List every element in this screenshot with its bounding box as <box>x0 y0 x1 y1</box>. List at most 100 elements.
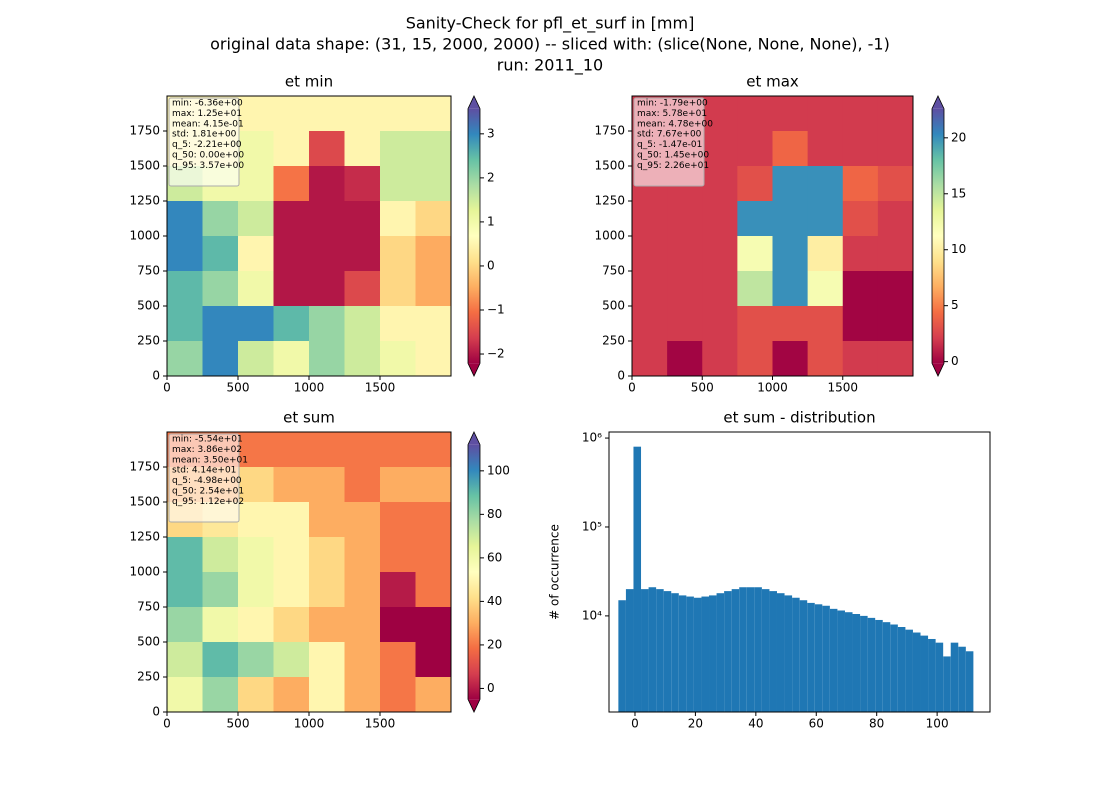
heatmap-cell <box>344 502 381 538</box>
histogram-bar <box>814 604 823 712</box>
heatmap-cell <box>238 677 274 713</box>
histogram-bar <box>890 624 898 712</box>
y-tick-label: 750 <box>602 264 625 278</box>
colorbar-outline <box>467 95 481 377</box>
heatmap-cell <box>415 201 452 237</box>
stats-line: q_50: 1.45e+00 <box>637 151 709 161</box>
suptitle: original data shape: (31, 15, 2000, 2000… <box>210 35 890 54</box>
heatmap-cell <box>877 306 914 342</box>
heatmap-cell <box>415 166 452 202</box>
heatmap-cell <box>273 96 310 132</box>
heatmap-cell <box>273 166 310 202</box>
histogram-bar <box>776 593 785 712</box>
colorbar-tick-label: 1 <box>487 214 495 228</box>
heatmap-cell <box>202 341 239 377</box>
heatmap-cell <box>238 306 274 342</box>
y-tick-label: 1750 <box>129 460 160 474</box>
stats-box <box>168 97 240 187</box>
colorbar-tick-label: 0 <box>487 681 495 695</box>
stats-line: q_95: 2.26e+01 <box>637 161 709 171</box>
heatmap-cell <box>309 607 345 643</box>
heatmap-cell <box>877 166 914 202</box>
histogram-bar <box>784 595 793 712</box>
heatmap-cell <box>344 131 381 167</box>
heatmap-cell <box>273 341 310 377</box>
heatmap-cell <box>238 131 274 167</box>
heatmap-cell <box>415 607 452 643</box>
heatmap-cell <box>737 306 773 342</box>
heatmap-cell <box>877 131 914 167</box>
heatmap-cell <box>667 201 703 237</box>
histogram-bar <box>761 589 770 712</box>
heatmap-cell <box>632 201 668 237</box>
colorbar-extend <box>468 699 480 712</box>
heatmap-cell <box>415 502 452 538</box>
heatmap-cell <box>238 96 274 132</box>
x-tick-label: 1000 <box>294 717 325 731</box>
heatmap-cell <box>380 96 416 132</box>
colorbar-tick-label: 2 <box>487 170 495 184</box>
colorbar-tick-label: 80 <box>487 507 502 521</box>
heatmap-cell <box>380 432 416 468</box>
stats-line: mean: 3.50e+01 <box>172 455 248 465</box>
y-tick-label: 250 <box>137 670 160 684</box>
colorbar-extend <box>468 432 480 445</box>
heatmap-cell <box>167 537 203 573</box>
heatmap-cell <box>667 341 703 377</box>
heatmap-cell <box>309 432 345 468</box>
heatmap-cell <box>167 642 203 678</box>
y-tick-label: 500 <box>137 635 160 649</box>
y-tick-label: 750 <box>137 600 160 614</box>
histogram-bar <box>920 635 929 712</box>
heatmap-cell <box>415 572 452 608</box>
heatmap-cell <box>167 677 203 713</box>
histogram-bar <box>822 605 830 712</box>
y-tick-label: 1500 <box>129 495 160 509</box>
histogram-bar <box>852 614 861 712</box>
colorbar-tick-label: 10 <box>951 242 966 256</box>
heatmap-cell <box>238 341 274 377</box>
y-tick-label: 1250 <box>129 194 160 208</box>
heatmap-cell <box>238 201 274 237</box>
heatmap-cell <box>309 306 345 342</box>
suptitle: Sanity-Check for pfl_et_surf in [mm] <box>406 14 695 34</box>
heatmap-cell <box>238 271 274 307</box>
heatmap-cell <box>807 166 844 202</box>
heatmap-cell <box>167 607 203 643</box>
stats-line: min: -1.79e+00 <box>637 99 708 109</box>
stats-line: q_50: 2.54e+01 <box>172 487 244 497</box>
heatmap-cell <box>344 677 381 713</box>
heatmap-cell <box>380 502 416 538</box>
stats-line: q_5: -1.47e-01 <box>637 140 702 150</box>
heatmap-cell <box>380 166 416 202</box>
heatmap-cell <box>202 537 239 573</box>
stats-line: std: 4.14e+01 <box>172 466 236 476</box>
heatmap-cell <box>737 271 773 307</box>
heatmap-cell <box>772 96 809 132</box>
heatmap-cell <box>877 201 914 237</box>
heatmap-cell <box>737 131 773 167</box>
heatmap-cell <box>702 96 738 132</box>
histogram-bar <box>935 642 944 712</box>
heatmap-cell <box>202 306 239 342</box>
colorbar-extend <box>468 363 480 376</box>
histogram-bar <box>928 638 936 712</box>
histogram-bar <box>731 589 740 712</box>
heatmap-cell <box>309 166 345 202</box>
x-tick-label: 100 <box>926 717 949 731</box>
heatmap-cell <box>309 537 345 573</box>
heatmap-cell <box>807 96 844 132</box>
stats-box <box>633 97 705 187</box>
heatmap-cell <box>415 341 452 377</box>
colorbar-tick-label: 5 <box>951 298 959 312</box>
heatmap-cell <box>380 341 416 377</box>
heatmap-cell <box>807 341 844 377</box>
heatmap-cell <box>273 432 310 468</box>
histogram-bar <box>829 608 838 712</box>
heatmap-cell <box>238 467 274 503</box>
x-tick-label: 60 <box>809 717 824 731</box>
heatmap-cell <box>807 306 844 342</box>
x-tick-label: 0 <box>628 381 636 395</box>
heatmap-cell <box>273 677 310 713</box>
heatmap-cell <box>667 236 703 272</box>
